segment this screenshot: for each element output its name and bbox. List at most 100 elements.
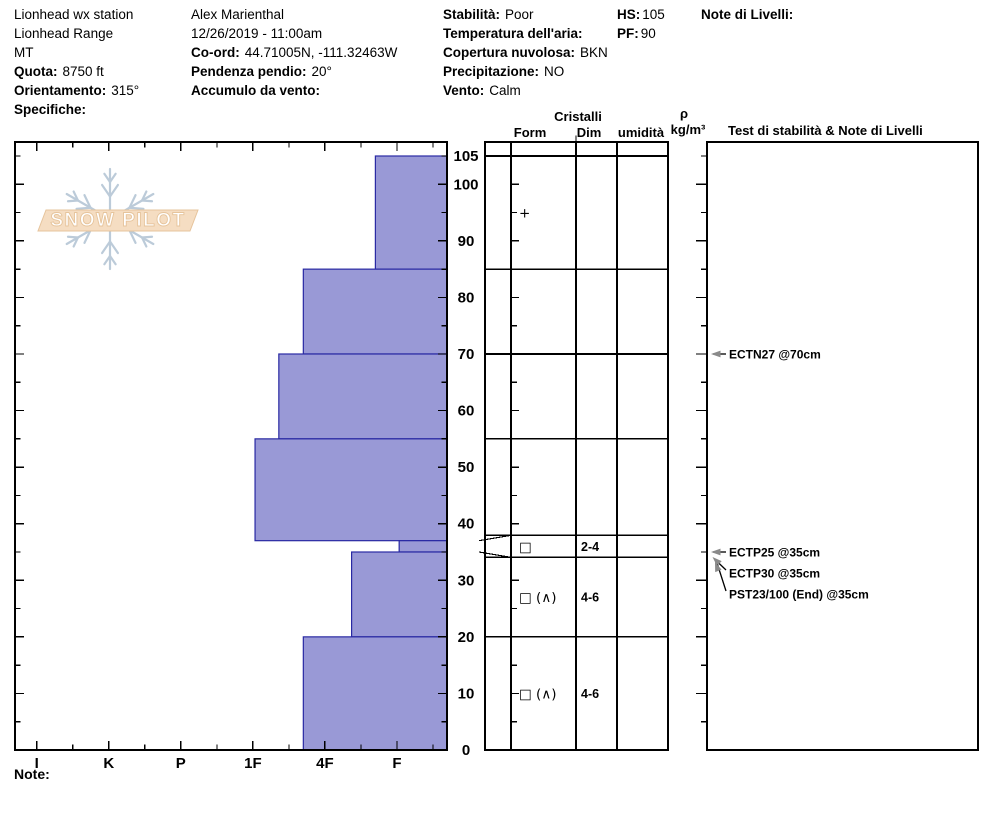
station-name-text: Lionhead wx station	[14, 7, 134, 22]
hs-value: 105	[642, 7, 665, 22]
aspect-label: Orientamento:	[14, 83, 107, 98]
wind-loading-label: Accumulo da vento:	[191, 83, 321, 98]
grain-form-symbol: +	[519, 206, 530, 222]
hardness-tick-label: 1F	[244, 755, 262, 772]
crystals-table-grid	[478, 135, 669, 751]
wind-loading-line: Accumulo da vento:	[191, 81, 325, 100]
logo-banner	[37, 209, 199, 232]
axis-ticks	[15, 142, 447, 750]
hardness-tick-label: 4F	[316, 755, 334, 772]
layer-bar	[254, 438, 448, 542]
sky-cover-line: Copertura nuvolosa: BKN	[443, 43, 608, 62]
stability-line: Stabilità: Poor	[443, 5, 534, 24]
layer-bar	[398, 540, 448, 553]
annotation-arrowhead-icon	[712, 557, 722, 567]
grain-size-value: 4-6	[581, 591, 599, 605]
depth-tick-label: 60	[458, 403, 475, 420]
coordinates-value: 44.71005N, -111.32463W	[244, 45, 398, 60]
observation-datetime-text: 12/26/2019 - 11:00am	[191, 26, 323, 41]
level-notes-line: Note di Livelli:	[701, 5, 798, 24]
air-temp-line: Temperatura dell'aria:	[443, 24, 588, 43]
layer-bar	[278, 353, 448, 440]
col-header-stability-tests: Test di stabilità & Note di Livelli	[728, 123, 923, 138]
wind-label: Vento:	[443, 83, 485, 98]
hs-line: HS: 105	[617, 5, 665, 24]
col-header-humidity: umidità	[617, 125, 665, 140]
grain-size-value: 2-4	[581, 540, 599, 554]
grain-size-value: 4-6	[581, 687, 599, 701]
layer-bar	[351, 551, 448, 638]
chart-frame	[14, 141, 448, 751]
depth-tick-label: 10	[458, 685, 475, 702]
layer-bar	[302, 268, 448, 355]
pf-line: PF: 90	[617, 24, 656, 43]
air-temp-label: Temperatura dell'aria:	[443, 26, 583, 41]
depth-tick-label: 80	[458, 289, 475, 306]
annotation-arrowhead-icon	[715, 562, 722, 573]
bottom-note-label: Note:	[14, 766, 50, 782]
station-state-text: MT	[14, 45, 34, 60]
hardness-tick-label: I	[35, 755, 39, 772]
coordinates-line: Co-ord: 44.71005N, -111.32463W	[191, 43, 397, 62]
site-notes-label: Specifiche:	[14, 102, 87, 117]
depth-tick-label: 40	[458, 516, 475, 533]
hardness-tick-label: K	[103, 755, 114, 772]
elevation-label: Quota:	[14, 64, 58, 79]
sky-cover-label: Copertura nuvolosa:	[443, 45, 576, 60]
depth-tick-label: 0	[462, 742, 470, 759]
site-notes-line: Specifiche:	[14, 100, 91, 119]
station-name: Lionhead wx station	[14, 5, 133, 24]
sky-cover-value: BKN	[580, 45, 608, 60]
col-header-dim: Dim	[576, 125, 602, 140]
depth-tick-label: 70	[458, 346, 475, 363]
precipitation-label: Precipitazione:	[443, 64, 540, 79]
observation-datetime: 12/26/2019 - 11:00am	[191, 24, 322, 43]
station-range-text: Lionhead Range	[14, 26, 114, 41]
col-header-density-rho: ρ	[679, 106, 689, 121]
observer-name-text: Alex Marienthal	[191, 7, 285, 22]
wind-value: Calm	[489, 83, 521, 98]
annotation-arrowhead-icon	[711, 350, 721, 358]
aspect-line: Orientamento: 315°	[14, 81, 139, 100]
depth-tick-label: 20	[458, 629, 475, 646]
stability-test-label: ECTP30 @35cm	[729, 567, 820, 581]
layer-bar	[374, 155, 448, 270]
elevation-line: Quota: 8750 ft	[14, 62, 104, 81]
level-notes-label: Note di Livelli:	[701, 7, 794, 22]
snowpilot-watermark: SNOW PILOT	[37, 167, 199, 271]
pf-value: 90	[640, 26, 656, 41]
precipitation-value: NO	[544, 64, 565, 79]
logo-text: SNOW PILOT	[50, 210, 185, 231]
hardness-tick-label: F	[392, 755, 401, 772]
stability-label: Stabilità:	[443, 7, 501, 22]
slope-angle-label: Pendenza pendio:	[191, 64, 307, 79]
stability-test-label: ECTP25 @35cm	[729, 546, 820, 560]
depth-tick-label: 105	[453, 148, 478, 165]
grain-form-cells: + □ 2-4 □ (∧) 4-6 □ (∧) 4-6	[519, 206, 599, 703]
hardness-tick-label: P	[176, 755, 186, 772]
aspect-value: 315°	[111, 83, 140, 98]
hardness-profile-bars	[254, 155, 448, 751]
grain-form-symbol: □ (∧)	[519, 686, 556, 702]
annotation-arrowhead-icon	[711, 548, 721, 556]
stability-test-label: PST23/100 (End) @35cm	[729, 588, 869, 602]
wind-line: Vento: Calm	[443, 81, 521, 100]
station-state: MT	[14, 43, 34, 62]
col-header-density-unit: kg/m³	[670, 122, 706, 137]
grain-form-symbol: □	[519, 539, 532, 555]
slope-angle-line: Pendenza pendio: 20°	[191, 62, 332, 81]
layer-bar	[302, 636, 448, 751]
stability-test-label: ECTN27 @70cm	[729, 348, 821, 362]
depth-tick-label: 50	[458, 459, 475, 476]
hardness-axis-labels: I K P 1F 4F F	[35, 755, 402, 772]
precipitation-line: Precipitazione: NO	[443, 62, 564, 81]
slope-angle-value: 20°	[311, 64, 332, 79]
grain-form-symbol: □ (∧)	[519, 590, 556, 606]
observer-name: Alex Marienthal	[191, 5, 284, 24]
density-and-tests-grid	[696, 141, 979, 751]
stability-value: Poor	[505, 7, 534, 22]
coordinates-label: Co-ord:	[191, 45, 240, 60]
